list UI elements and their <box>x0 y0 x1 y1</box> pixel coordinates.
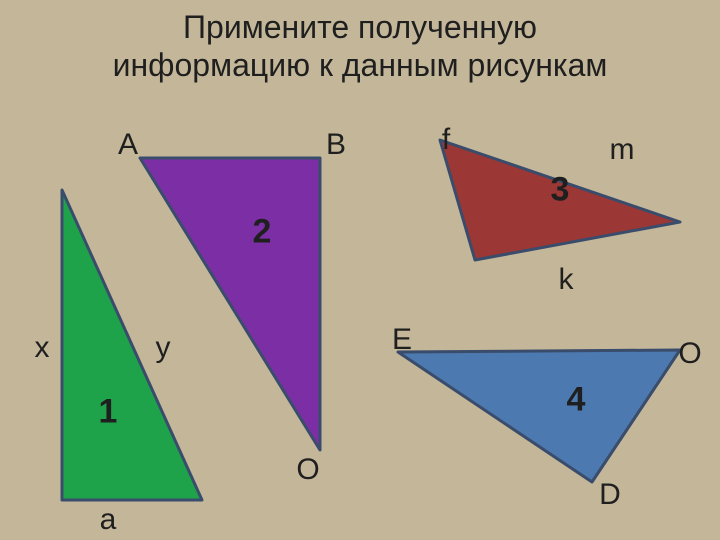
triangle-number: 1 <box>99 393 118 432</box>
triangle-number: 2 <box>253 213 272 252</box>
vertex-label: f <box>442 123 450 157</box>
triangle-2 <box>140 158 320 450</box>
vertex-label: D <box>599 478 621 512</box>
diagram-canvas <box>0 0 720 540</box>
vertex-label: y <box>156 331 171 365</box>
triangle-number: 3 <box>551 171 570 210</box>
vertex-label: В <box>326 128 346 162</box>
vertex-label: А <box>118 128 138 162</box>
vertex-label: m <box>610 133 635 167</box>
triangle-number: 4 <box>567 381 586 420</box>
vertex-label: k <box>559 263 574 297</box>
vertex-label: O <box>678 337 701 371</box>
vertex-label: x <box>35 331 50 365</box>
vertex-label: E <box>392 323 412 357</box>
triangle-4 <box>398 350 680 482</box>
triangle-1 <box>62 190 202 500</box>
vertex-label: О <box>296 453 319 487</box>
vertex-label: a <box>100 503 117 537</box>
